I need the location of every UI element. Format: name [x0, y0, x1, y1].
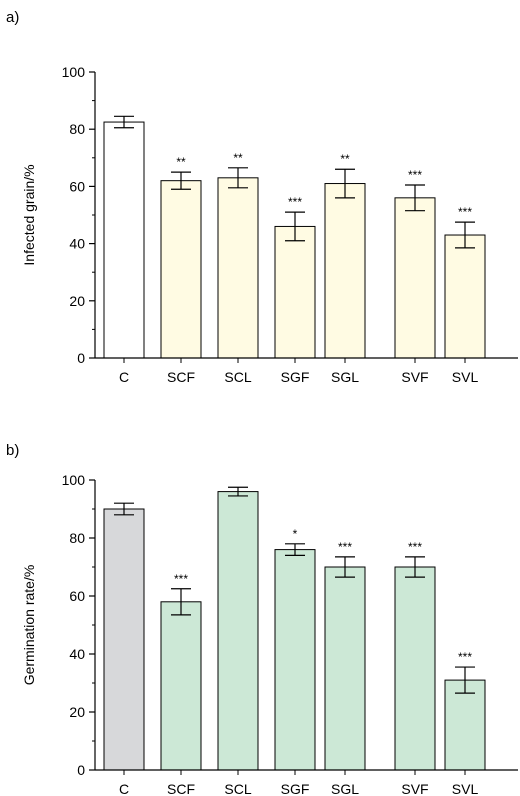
- bar-svl: [444, 234, 486, 359]
- y-axis-title: Germination rate/%: [21, 565, 37, 686]
- bar-svf: [394, 197, 436, 359]
- y-tick-label-0: 0: [77, 762, 85, 778]
- bar-scf: [160, 601, 202, 771]
- y-tick-label-0: 0: [77, 350, 85, 366]
- significance-label-svf: ***: [408, 168, 422, 182]
- x-tick-label-sgf: SGF: [281, 369, 310, 385]
- x-tick-label-sgl: SGL: [331, 369, 359, 385]
- significance-label-svl: ***: [458, 205, 472, 219]
- x-tick-label-svl: SVL: [452, 369, 479, 385]
- significance-label-svf: ***: [408, 540, 422, 554]
- bar-sgf: [274, 549, 316, 771]
- significance-label-sgl: ***: [338, 540, 352, 554]
- y-axis-title: Infected grain/%: [21, 164, 37, 265]
- x-tick-label-scl: SCL: [224, 369, 251, 385]
- x-tick-label-sgl: SGL: [331, 781, 359, 796]
- x-tick-label-svl: SVL: [452, 781, 479, 796]
- bar-c: [103, 508, 145, 771]
- x-tick-label-svf: SVF: [401, 369, 428, 385]
- bar-sgf: [274, 225, 316, 359]
- y-tick-label-80: 80: [69, 530, 85, 546]
- significance-label-svl: ***: [458, 650, 472, 664]
- bar-scf: [160, 180, 202, 359]
- x-tick-label-svf: SVF: [401, 781, 428, 796]
- x-tick-label-scf: SCF: [167, 369, 195, 385]
- significance-label-sgf: *: [293, 527, 298, 541]
- bar-sgl: [324, 183, 366, 359]
- bar-scl: [217, 491, 259, 771]
- chart-panel-b: b) C *** SCF SCL * SGF *** SGL *** SVF *** SVL 0 20 40 6…: [6, 442, 518, 796]
- bar-scl: [217, 177, 259, 359]
- bar-c: [103, 121, 145, 359]
- panel-label: a): [6, 9, 19, 26]
- bar-svl: [444, 679, 486, 771]
- x-tick-label-scl: SCL: [224, 781, 251, 796]
- chart-panel-a: a) C ** SCF ** SCL *** SGF ** SGL *** SVF *** SVL 0 20 4…: [6, 9, 518, 385]
- significance-label-scf: ***: [174, 572, 188, 586]
- panel-label: b): [6, 442, 19, 459]
- y-tick-label-20: 20: [69, 293, 85, 309]
- x-tick-label-scf: SCF: [167, 781, 195, 796]
- y-tick-label-60: 60: [69, 588, 85, 604]
- y-tick-label-40: 40: [69, 236, 85, 252]
- x-tick-label-sgf: SGF: [281, 781, 310, 796]
- significance-label-sgl: **: [340, 152, 350, 166]
- x-tick-label-c: C: [119, 369, 129, 385]
- y-tick-label-100: 100: [62, 64, 86, 80]
- x-tick-label-c: C: [119, 781, 129, 796]
- y-tick-label-80: 80: [69, 121, 85, 137]
- significance-label-sgf: ***: [288, 195, 302, 209]
- significance-label-scf: **: [176, 155, 186, 169]
- y-tick-label-40: 40: [69, 646, 85, 662]
- y-tick-label-100: 100: [62, 472, 86, 488]
- y-tick-label-60: 60: [69, 178, 85, 194]
- significance-label-scl: **: [233, 151, 243, 165]
- bar-svf: [394, 566, 436, 771]
- bar-sgl: [324, 566, 366, 771]
- y-tick-label-20: 20: [69, 704, 85, 720]
